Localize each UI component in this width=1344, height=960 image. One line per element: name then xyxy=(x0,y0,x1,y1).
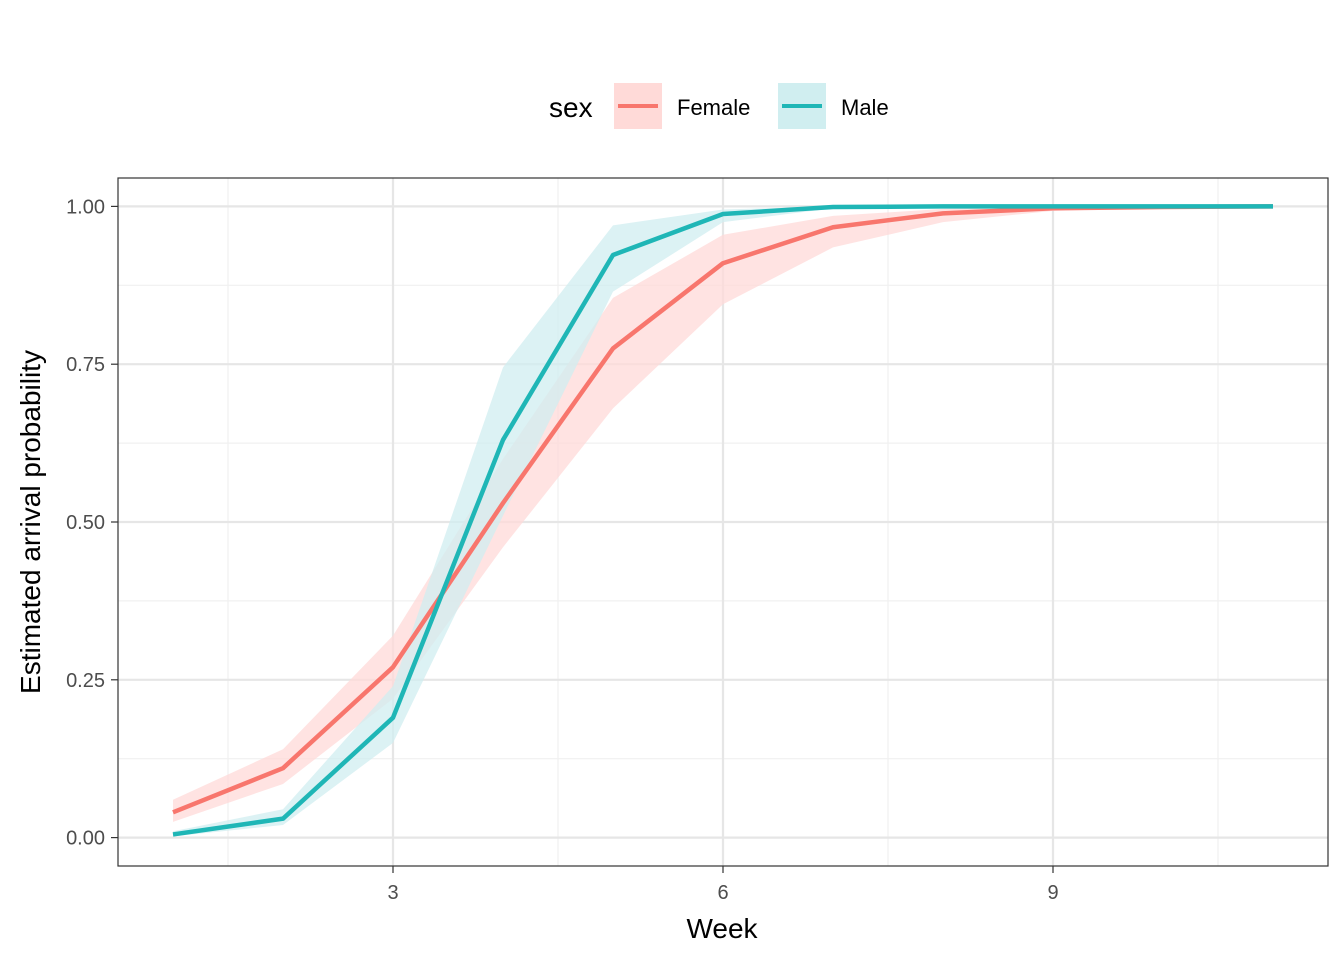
x-axis: 3 6 9 xyxy=(387,866,1059,904)
legend-label-male: Male xyxy=(841,95,889,120)
y-tick-label: 1.00 xyxy=(66,196,105,218)
y-axis: 0.00 0.25 0.50 0.75 1.00 xyxy=(66,196,118,850)
x-tick-label: 9 xyxy=(1047,882,1058,904)
legend-label-female: Female xyxy=(677,95,750,120)
band-female xyxy=(173,206,1273,822)
plot-panel xyxy=(117,177,1329,867)
y-tick-label: 0.25 xyxy=(66,670,105,692)
line-male xyxy=(172,204,1273,837)
confidence-bands xyxy=(173,206,1273,837)
y-tick-label: 0.00 xyxy=(66,828,105,850)
x-axis-title: Week xyxy=(686,913,758,944)
series-lines xyxy=(172,204,1274,837)
legend: sex Female Male xyxy=(549,83,889,129)
legend-title: sex xyxy=(549,92,593,123)
x-tick-label: 6 xyxy=(717,882,728,904)
y-tick-label: 0.50 xyxy=(66,512,105,534)
y-axis-title: Estimated arrival probability xyxy=(15,350,46,694)
grid-major xyxy=(118,178,1328,866)
y-tick-label: 0.75 xyxy=(66,354,105,376)
x-tick-label: 3 xyxy=(387,882,398,904)
